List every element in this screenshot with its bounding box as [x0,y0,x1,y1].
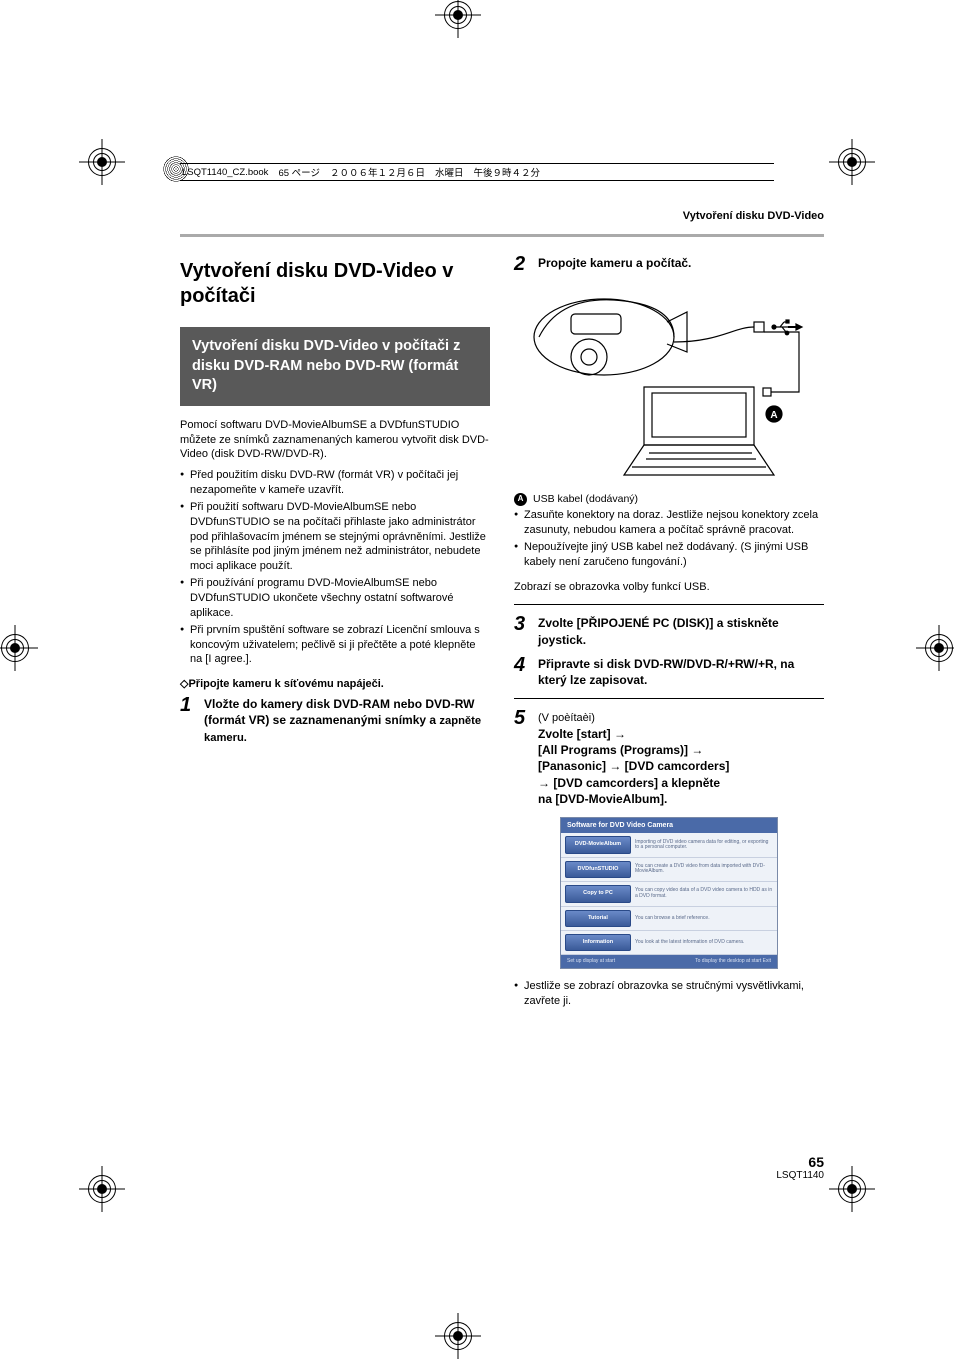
connection-bullets: Zasuňte konektory na doraz. Jestliže nej… [514,508,824,569]
right-column: 2 Propojte kameru a počítač. [514,255,824,1019]
tail-bullets: Jestliže se zobrazí obrazovka se stručný… [514,979,824,1009]
launcher-button: DVD-MovieAlbum [565,836,631,853]
software-launcher-screenshot: Software for DVD Video Camera DVD-MovieA… [560,817,778,969]
launcher-desc: You can create a DVD video from data imp… [635,864,773,875]
reg-mark-icon [1,634,29,662]
step-text: Připravte si disk DVD-RW/DVD-R/+RW/+R, n… [538,656,824,688]
reg-mark-icon [838,148,866,176]
callout-usb: A USB kabel (dodávaný) [514,492,824,506]
reg-mark-icon [444,1322,472,1350]
connection-diagram: A [514,282,824,482]
step-context: (V poèítaèi) [538,712,595,724]
step-line: → [DVD camcorders] a klepněte [538,776,720,790]
section-header: Vytvoření disku DVD-Video [180,210,824,228]
mid-paragraph: Zobrazí se obrazovka volby funkcí USB. [514,580,824,595]
reg-mark-icon [88,1175,116,1203]
reg-mark-icon [444,1,472,29]
launcher-button: Information [565,934,631,951]
launcher-row: DVDfunSTUDIO You can create a DVD video … [561,858,777,882]
step-text: Propojte kameru a počítač. [538,255,824,271]
launcher-bottom-bar: Set up display at start To display the d… [561,955,777,968]
page-footer: 65 LSQT1140 [776,1154,824,1181]
step-1: 1 Vložte do kamery disk DVD-RAM nebo DVD… [180,696,490,746]
bullet-item: Před použitím disku DVD-RW (formát VR) v… [180,468,490,498]
launcher-row: Tutorial You can browse a brief referenc… [561,907,777,931]
launcher-bottom-right: To display the desktop at start Exit [695,958,771,965]
launcher-desc: You look at the latest information of DV… [635,940,773,946]
step-number: 3 [514,614,532,634]
step-2: 2 Propojte kameru a počítač. [514,255,824,274]
launcher-row: Copy to PC You can copy video data of a … [561,882,777,906]
launcher-button: Tutorial [565,910,631,927]
intro-bullets: Před použitím disku DVD-RW (formát VR) v… [180,468,490,667]
step-line: [Panasonic] → [DVD camcorders] [538,759,729,773]
step-line: Zvolte [start] → [538,727,626,741]
step-number: 5 [514,708,532,728]
launcher-desc: You can browse a brief reference. [635,916,773,922]
launcher-title: Software for DVD Video Camera [561,818,777,833]
reg-mark-icon [88,148,116,176]
page-frame: Vytvoření disku DVD-Video Vytvoření disk… [180,210,824,1181]
left-column: Vytvoření disku DVD-Video v počítači Vyt… [180,255,490,1019]
bullet-item: Při použití softwaru DVD-MovieAlbumSE ne… [180,500,490,574]
bullet-item: Zasuňte konektory na doraz. Jestliže nej… [514,508,824,538]
header-time: 午後９時４２分 [474,165,541,179]
camcorder-laptop-illustration: A [514,282,824,482]
step-text: Vložte do kamery disk DVD-RAM nebo DVD-R… [204,697,474,727]
step-4: 4 Připravte si disk DVD-RW/DVD-R/+RW/+R,… [514,656,824,688]
bullet-item: Při prvním spuštění software se zobrazí … [180,623,490,668]
launcher-button: Copy to PC [565,885,631,902]
section-rule [180,234,824,237]
step-text: Zvolte [PŘIPOJENÉ PC (DISK)] a stiskněte… [538,615,824,647]
header-day: 水曜日 [435,165,464,179]
page-title: Vytvoření disku DVD-Video v počítači [180,259,490,309]
step-3: 3 Zvolte [PŘIPOJENÉ PC (DISK)] a stiskně… [514,615,824,647]
launcher-desc: You can copy video data of a DVD video c… [635,888,773,899]
page-number: 65 [776,1154,824,1170]
step-line: na [DVD-MovieAlbum]. [538,792,667,806]
step-number: 2 [514,254,532,274]
launcher-desc: Importing of DVD video camera data for e… [635,840,773,851]
bullet-item: Nepoužívejte jiný USB kabel než dodávaný… [514,540,824,570]
header-date: ２００６年１２月６日 [330,165,425,179]
step-number: 1 [180,695,198,715]
step-line: [All Programs (Programs)] → [538,743,703,757]
launcher-row: Information You look at the latest infor… [561,931,777,955]
step-number: 4 [514,655,532,675]
header-page-info: 65 ページ [278,165,320,179]
divider [514,604,824,605]
doc-code: LSQT1140 [776,1170,824,1181]
step-5: 5 (V poèítaèi) Zvolte [start] → [All Pro… [514,709,824,807]
launcher-button: DVDfunSTUDIO [565,861,631,878]
intro-paragraph: Pomocí softwaru DVD-MovieAlbumSE a DVDfu… [180,418,490,463]
subsection-box: Vytvoření disku DVD-Video v počítači z d… [180,327,490,406]
reg-mark-icon [925,634,953,662]
reg-mark-icon [838,1175,866,1203]
preparation-note: ◇Připojte kameru k síťovému napáječi. [180,677,490,692]
svg-text:A: A [770,410,777,421]
header-book-file: LSQT1140_CZ.book [182,167,268,178]
launcher-row: DVD-MovieAlbum Importing of DVD video ca… [561,833,777,857]
bullet-item: Při používání programu DVD-MovieAlbumSE … [180,576,490,621]
running-header: LSQT1140_CZ.book 65 ページ ２００６年１２月６日 水曜日 午… [180,163,774,181]
launcher-bottom-left: Set up display at start [567,958,615,965]
bullet-item: Jestliže se zobrazí obrazovka se stručný… [514,979,824,1009]
callout-badge-a-icon: A [514,493,527,506]
callout-text: USB kabel (dodávaný) [533,492,638,506]
divider [514,698,824,699]
